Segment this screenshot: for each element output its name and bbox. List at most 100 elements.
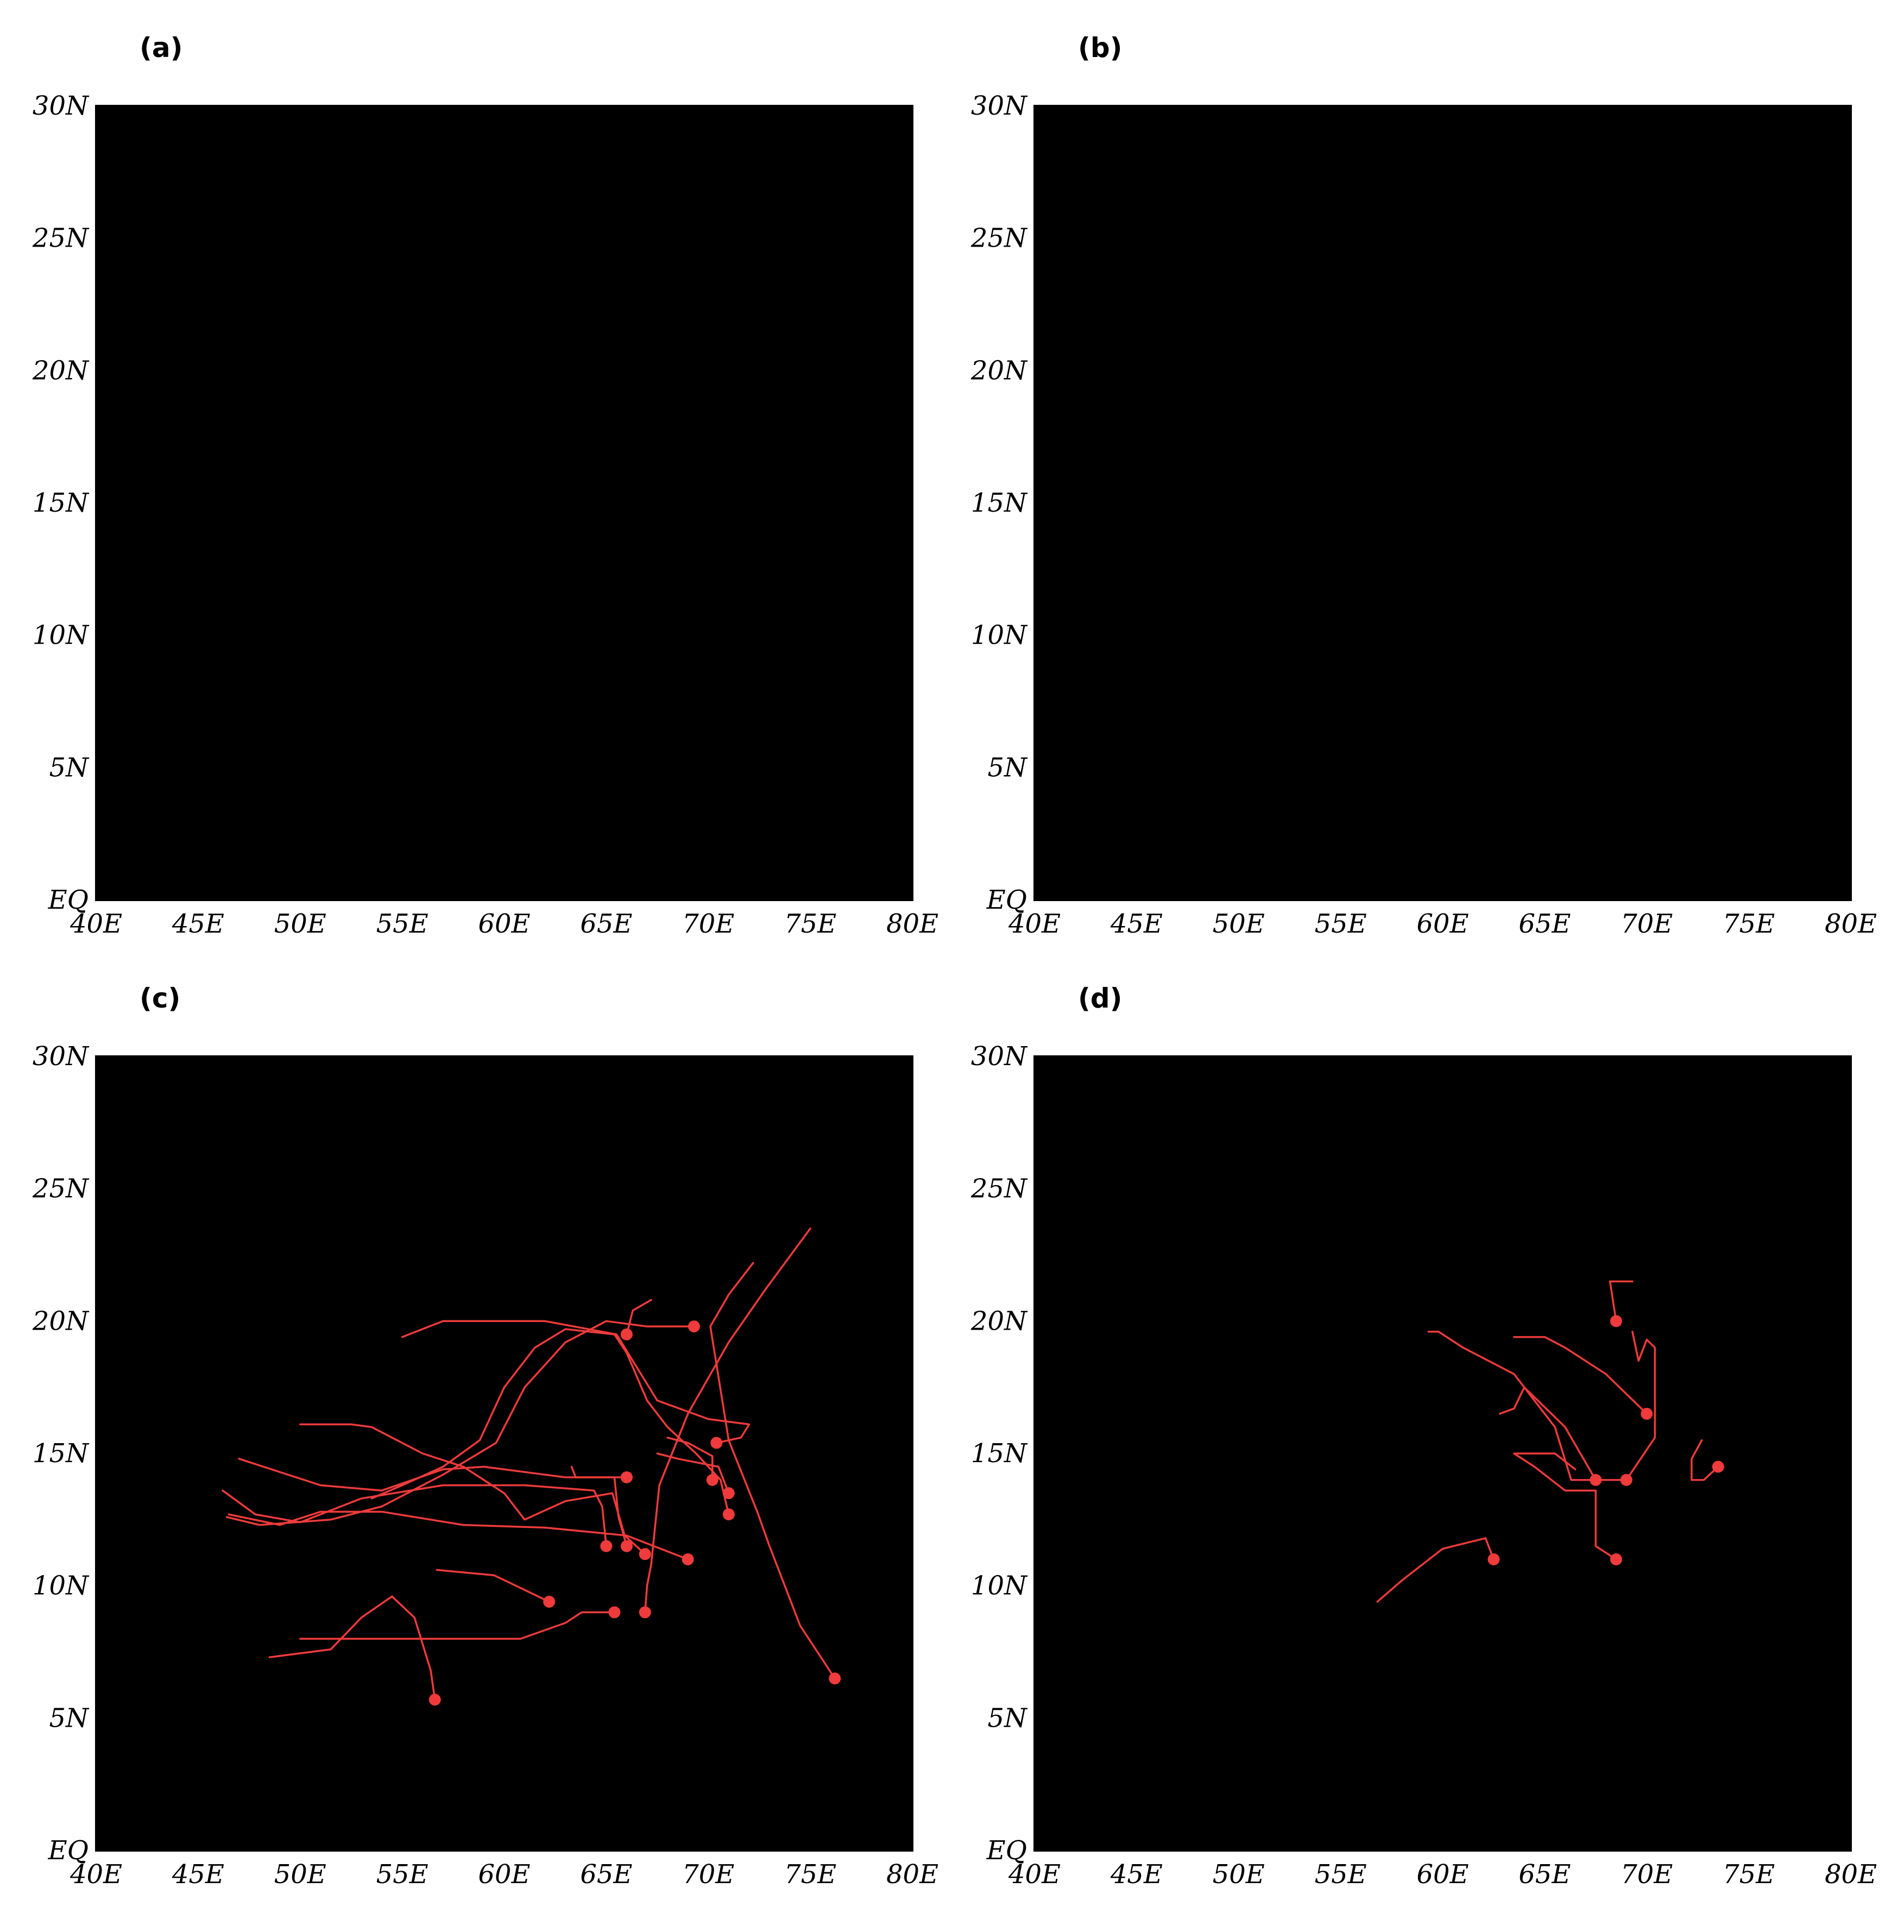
cyclone-track	[1625, 1331, 1656, 1481]
genesis-point	[1590, 523, 1602, 536]
genesis-point	[543, 645, 556, 657]
map-panel: (c) 40E 45E 50E 55E 60E 65E 70E 75E 80E EQ 5N 10N 15N…	[32, 983, 938, 1890]
cyclone-track	[1691, 1439, 1719, 1481]
x-tick-label: 70E	[682, 1859, 734, 1890]
track-genesis-point	[1620, 1474, 1632, 1486]
genesis-point	[1620, 523, 1632, 536]
x-tick-label: 75E	[784, 909, 836, 939]
y-tick-label: 20N	[970, 355, 1028, 386]
y-tick-label: 15N	[33, 488, 90, 518]
genesis-point	[722, 558, 735, 570]
y-tick-label: 10N	[971, 1571, 1028, 1601]
x-tick-label: 65E	[580, 909, 632, 939]
track-genesis-point	[620, 1471, 633, 1483]
panel-label: (a)	[140, 32, 182, 64]
genesis-point	[1610, 364, 1622, 377]
genesis-point	[1641, 457, 1653, 469]
y-tick-label: 25N	[970, 1174, 1028, 1204]
cyclone-track	[709, 1262, 836, 1679]
genesis-point	[1610, 602, 1622, 615]
track-genesis-point	[639, 1548, 651, 1560]
cyclone-track	[656, 1452, 730, 1494]
genesis-point	[608, 656, 621, 668]
cyclone-track	[225, 1320, 695, 1526]
track-genesis-point	[600, 1540, 613, 1552]
track-genesis-point	[428, 1694, 441, 1706]
genesis-point	[829, 722, 841, 734]
genesis-point	[1712, 510, 1724, 523]
track-genesis-point	[706, 1474, 718, 1486]
y-tick-label: EQ	[986, 885, 1027, 915]
y-tick-label: 5N	[987, 752, 1028, 783]
y-tick-label: 25N	[32, 1174, 90, 1204]
x-tick-label: 45E	[1110, 909, 1163, 939]
track-genesis-point	[829, 1672, 841, 1685]
y-tick-label: 30N	[33, 91, 90, 121]
x-tick-label: 70E	[1621, 1859, 1673, 1890]
panel-label: (c)	[140, 983, 180, 1014]
genesis-point	[428, 743, 441, 756]
cyclone-track	[1609, 1280, 1634, 1323]
y-tick-label: 30N	[971, 91, 1028, 121]
coastline	[96, 0, 912, 900]
track-genesis-point	[688, 1320, 700, 1333]
cyclone-track	[1376, 1537, 1495, 1603]
cyclone-track	[1427, 1331, 1628, 1481]
track-genesis-point	[1487, 1553, 1500, 1565]
y-tick-label: EQ	[48, 1835, 89, 1866]
x-tick-label: 80E	[886, 1859, 938, 1890]
panel-label: (b)	[1078, 32, 1123, 64]
x-tick-label: 50E	[274, 909, 326, 939]
track-genesis-point	[620, 1328, 633, 1341]
y-tick-label: 25N	[970, 223, 1028, 254]
x-tick-label: 75E	[1723, 909, 1775, 939]
cyclone-track	[644, 1228, 811, 1614]
track-genesis-point	[1712, 1461, 1724, 1473]
y-tick-label: 15N	[971, 1438, 1028, 1469]
y-tick-label: 15N	[33, 1438, 90, 1469]
x-tick-label: 50E	[1213, 909, 1265, 939]
x-tick-label: 65E	[1518, 1859, 1571, 1890]
cyclone-track	[1513, 1452, 1617, 1560]
track-genesis-point	[1641, 1407, 1653, 1420]
y-tick-label: 5N	[987, 1703, 1028, 1733]
x-tick-label: 40E	[1008, 1859, 1061, 1890]
x-tick-label: 75E	[1723, 1859, 1775, 1890]
x-tick-label: 50E	[274, 1859, 326, 1890]
x-tick-label: 45E	[172, 1859, 224, 1890]
x-tick-label: 40E	[70, 909, 122, 939]
y-tick-label: 20N	[970, 1306, 1028, 1336]
track-genesis-point	[639, 1606, 651, 1619]
y-tick-label: 30N	[33, 1041, 90, 1072]
x-tick-label: 80E	[1825, 1859, 1877, 1890]
x-tick-label: 45E	[1110, 1859, 1163, 1890]
genesis-point	[620, 377, 633, 390]
coastline	[1035, 795, 1851, 1851]
y-tick-label: 20N	[32, 1306, 90, 1336]
track-genesis-point	[620, 1540, 633, 1552]
y-tick-label: 25N	[32, 223, 90, 254]
track-genesis-point	[710, 1437, 723, 1449]
map-panel: (d) 40E 45E 50E 55E 60E 65E 70E 75E 80E EQ 5N 10N 15N…	[970, 795, 1877, 1890]
track-genesis-point	[682, 1553, 694, 1565]
cyclone-track	[370, 1328, 730, 1515]
genesis-point	[620, 520, 633, 533]
x-tick-label: 40E	[1008, 909, 1061, 939]
x-tick-label: 55E	[376, 909, 428, 939]
y-tick-label: 15N	[971, 488, 1028, 518]
x-tick-label: 65E	[1518, 909, 1571, 939]
genesis-point	[639, 597, 651, 610]
cyclone-track	[401, 1320, 751, 1444]
y-tick-label: 10N	[971, 620, 1028, 651]
x-tick-label: 60E	[478, 1859, 530, 1890]
cyclone-track	[299, 1423, 646, 1555]
cyclone-track	[299, 1611, 616, 1640]
genesis-point	[600, 589, 613, 602]
track-genesis-point	[608, 1606, 621, 1619]
y-tick-label: 20N	[32, 355, 90, 386]
cyclone-track	[268, 1595, 436, 1701]
y-tick-label: 10N	[33, 620, 90, 651]
genesis-point	[710, 486, 723, 499]
genesis-point	[620, 589, 633, 602]
x-tick-label: 60E	[478, 909, 530, 939]
